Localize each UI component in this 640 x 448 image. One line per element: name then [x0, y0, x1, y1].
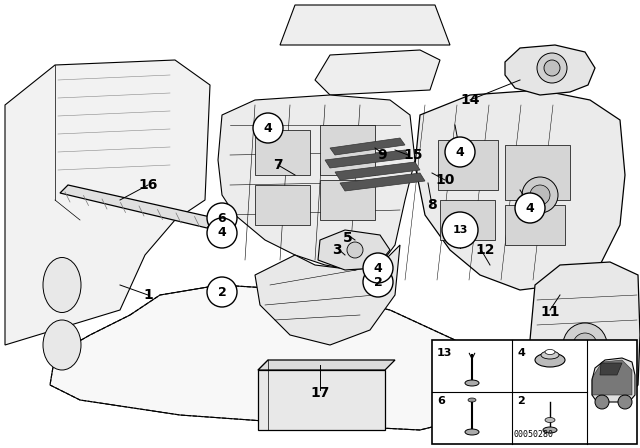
- Bar: [505, 145, 570, 200]
- Text: 17: 17: [310, 386, 330, 400]
- Text: 6: 6: [218, 211, 227, 224]
- Bar: [440, 200, 495, 240]
- Polygon shape: [5, 60, 210, 345]
- Polygon shape: [505, 45, 595, 95]
- Polygon shape: [415, 90, 625, 290]
- Circle shape: [573, 333, 597, 357]
- Polygon shape: [60, 185, 215, 228]
- Polygon shape: [530, 262, 640, 412]
- Circle shape: [530, 185, 550, 205]
- Polygon shape: [592, 360, 632, 395]
- Bar: [438, 140, 498, 190]
- Polygon shape: [258, 370, 385, 430]
- Ellipse shape: [545, 418, 555, 422]
- Polygon shape: [255, 245, 400, 345]
- Bar: [320, 125, 375, 175]
- Text: 2: 2: [517, 396, 525, 406]
- Circle shape: [207, 277, 237, 307]
- Text: 4: 4: [374, 262, 382, 275]
- Text: 11: 11: [540, 305, 560, 319]
- Text: 15: 15: [403, 148, 423, 162]
- Ellipse shape: [468, 398, 476, 402]
- Text: 6: 6: [437, 396, 445, 406]
- Text: 3: 3: [332, 243, 342, 257]
- Circle shape: [363, 253, 393, 283]
- Text: 8: 8: [427, 198, 437, 212]
- Text: 7: 7: [273, 158, 283, 172]
- Text: 4: 4: [525, 202, 534, 215]
- Polygon shape: [218, 95, 415, 270]
- Circle shape: [544, 60, 560, 76]
- Circle shape: [347, 242, 363, 258]
- Ellipse shape: [541, 351, 559, 359]
- Circle shape: [522, 177, 558, 213]
- Polygon shape: [315, 50, 440, 95]
- Text: 5: 5: [343, 231, 353, 245]
- Circle shape: [595, 395, 609, 409]
- Polygon shape: [335, 162, 420, 180]
- Bar: [320, 180, 375, 220]
- Text: 1: 1: [143, 288, 153, 302]
- Bar: [505, 205, 565, 245]
- Circle shape: [618, 395, 632, 409]
- Circle shape: [442, 212, 478, 248]
- Circle shape: [363, 267, 393, 297]
- Text: 4: 4: [218, 227, 227, 240]
- Ellipse shape: [465, 429, 479, 435]
- Text: 12: 12: [476, 243, 495, 257]
- Bar: [255, 185, 310, 225]
- Circle shape: [445, 137, 475, 167]
- Polygon shape: [50, 285, 490, 430]
- Ellipse shape: [465, 380, 479, 386]
- Circle shape: [515, 193, 545, 223]
- Polygon shape: [340, 173, 425, 191]
- Ellipse shape: [43, 320, 81, 370]
- Circle shape: [563, 323, 607, 367]
- Circle shape: [253, 113, 283, 143]
- Ellipse shape: [543, 427, 557, 433]
- Polygon shape: [592, 358, 635, 402]
- Text: 4: 4: [517, 348, 525, 358]
- Text: 10: 10: [435, 173, 454, 187]
- Bar: [432, 340, 637, 444]
- Bar: [255, 130, 310, 175]
- Circle shape: [207, 203, 237, 233]
- Text: 13: 13: [437, 348, 452, 358]
- Text: 2: 2: [374, 276, 382, 289]
- Text: 13: 13: [452, 225, 468, 235]
- Text: 4: 4: [456, 146, 465, 159]
- Text: 4: 4: [264, 121, 273, 134]
- Ellipse shape: [535, 353, 565, 367]
- Text: 2: 2: [218, 285, 227, 298]
- Polygon shape: [600, 363, 622, 375]
- Text: 14: 14: [460, 93, 480, 107]
- Text: 16: 16: [138, 178, 157, 192]
- Polygon shape: [280, 5, 450, 45]
- Polygon shape: [330, 138, 405, 155]
- Ellipse shape: [43, 258, 81, 313]
- Circle shape: [207, 218, 237, 248]
- Ellipse shape: [545, 349, 555, 354]
- Polygon shape: [325, 150, 410, 168]
- Text: 00050280: 00050280: [514, 430, 554, 439]
- Polygon shape: [258, 360, 395, 370]
- Text: 9: 9: [377, 148, 387, 162]
- Circle shape: [537, 53, 567, 83]
- Polygon shape: [318, 230, 390, 270]
